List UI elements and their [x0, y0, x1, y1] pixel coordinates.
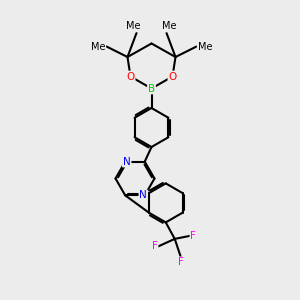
Text: Me: Me: [198, 41, 212, 52]
Text: N: N: [123, 157, 130, 166]
Text: Me: Me: [126, 21, 141, 32]
Text: Me: Me: [162, 21, 177, 32]
Text: N: N: [140, 190, 147, 200]
Text: O: O: [126, 71, 135, 82]
Text: F: F: [152, 242, 158, 251]
Text: O: O: [168, 71, 177, 82]
Text: B: B: [148, 83, 155, 94]
Text: Me: Me: [91, 41, 105, 52]
Text: F: F: [190, 231, 196, 241]
Text: F: F: [178, 257, 184, 267]
